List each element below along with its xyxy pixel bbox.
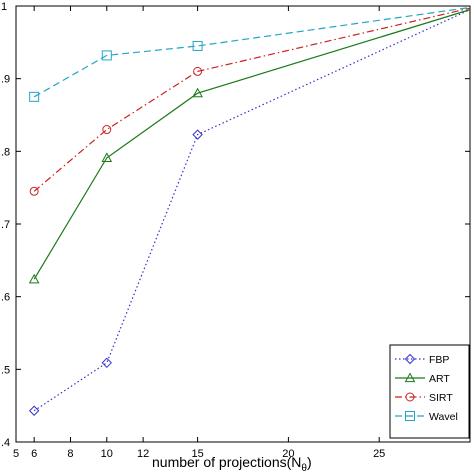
series-line-sirt — [33, 7, 471, 192]
series-line-art — [33, 9, 471, 280]
data-point-wavel — [192, 40, 203, 51]
x-tick-label: 5 — [13, 448, 19, 460]
plot-series — [28, 6, 471, 416]
y-tick-label: 1 — [1, 1, 7, 13]
y-tick-label: .8 — [1, 146, 10, 158]
legend-marker-sirt — [405, 392, 415, 402]
legend: FBP ART SIRT Wavel — [389, 344, 470, 439]
data-point-fbp — [101, 357, 113, 369]
x-axis-label: number of projections(Nθ) — [152, 454, 312, 474]
data-point-wavel — [29, 91, 40, 102]
series-sirt — [29, 7, 471, 196]
y-tick-label: .9 — [1, 74, 10, 86]
x-tick-label: 8 — [67, 448, 73, 460]
x-tick-label: 10 — [101, 448, 113, 460]
x-tick-label: 25 — [373, 448, 385, 460]
series-fbp — [28, 9, 471, 416]
data-point-art — [192, 87, 203, 98]
data-point-sirt — [29, 186, 39, 196]
data-point-fbp — [28, 405, 40, 416]
series-art — [28, 9, 471, 284]
legend-marker-art — [404, 372, 416, 383]
series-line-wavel — [33, 6, 471, 98]
x-tick-label: 6 — [31, 448, 37, 460]
y-tick-label: .4 — [1, 437, 10, 449]
x-tick-label: 20 — [282, 448, 294, 460]
y-tick-label: .7 — [1, 219, 10, 231]
legend-label-art: ART — [429, 373, 450, 385]
data-point-art — [101, 152, 113, 162]
axes: 5 6 8 10 12 15 20 25 .4 .5 .6 .7 .8 .9 1 — [1, 1, 471, 460]
legend-box — [389, 344, 470, 439]
data-point-sirt — [193, 66, 203, 76]
legend-label-fbp: FBP — [429, 354, 449, 366]
data-point-fbp — [192, 129, 203, 140]
y-tick-label: .5 — [1, 364, 10, 376]
series-wavel — [29, 6, 471, 102]
y-tick-label: .6 — [1, 292, 10, 304]
data-point-wavel — [101, 50, 112, 61]
data-point-sirt — [102, 125, 112, 135]
x-tick-label: 15 — [191, 448, 203, 460]
legend-label-sirt: SIRT — [429, 392, 453, 404]
x-tick-label: 12 — [137, 448, 149, 460]
legend-label-wavel: Wavel — [429, 411, 458, 423]
legend-marker-wavel — [405, 411, 415, 421]
legend-marker-fbp — [404, 353, 416, 365]
data-point-art — [28, 273, 40, 284]
